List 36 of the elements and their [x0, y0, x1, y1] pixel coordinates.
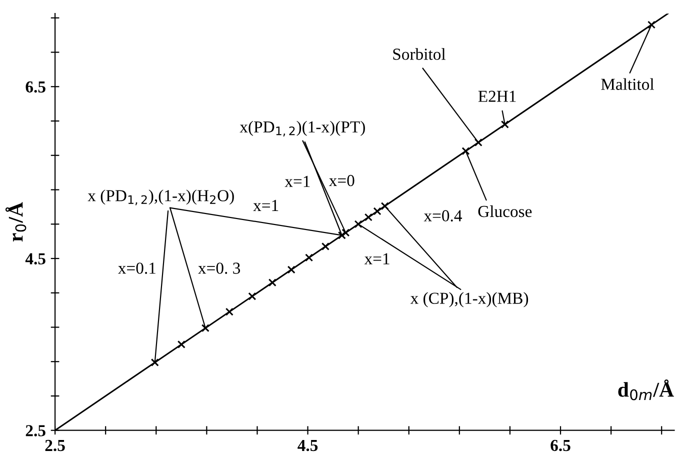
- annotation: x=1: [253, 200, 278, 211]
- y-tick-label: 4.5: [25, 253, 46, 265]
- y-axis-title: r$_{0}$/Å: [5, 202, 26, 242]
- x-axis-title: d$_{0m}$/Å: [618, 379, 674, 400]
- annotation: x=1: [364, 253, 390, 264]
- point: [500, 120, 509, 128]
- point: [248, 292, 256, 300]
- point: [474, 138, 482, 147]
- point: [201, 324, 210, 332]
- y-tick-label: 2.5: [26, 425, 46, 436]
- annotation: x=0. 3: [198, 262, 240, 274]
- point: [364, 213, 372, 222]
- point: [225, 308, 234, 316]
- y-tick-label: 6.5: [26, 81, 46, 93]
- annotation: x(PD$_{1,2}$)(1-x)(PT): [240, 120, 365, 136]
- annotation: x=0: [329, 174, 354, 186]
- point: [321, 242, 330, 250]
- point: [287, 266, 296, 274]
- x-tick-label: 2.5: [45, 440, 65, 452]
- annotation: x=0.1: [118, 262, 156, 274]
- annotation: x=0.4: [424, 210, 462, 222]
- point: [338, 231, 346, 240]
- point: [305, 254, 314, 262]
- annotation: Sorbitol: [393, 48, 446, 60]
- annotation: Glucose: [478, 205, 532, 218]
- x-tick-label: 4.5: [298, 440, 318, 452]
- annotation: x (CP),(1-x)(MB): [410, 292, 528, 308]
- annotation: x=1: [284, 176, 310, 187]
- point: [177, 340, 186, 348]
- x-tick-label: 6.5: [550, 440, 570, 452]
- annotation: E2H1: [478, 90, 516, 102]
- annotation: Maltitol: [601, 78, 654, 90]
- annotation: x (PD$_{1,2}$),(1-x)(H$_{2}$O): [88, 190, 234, 206]
- point: [268, 278, 276, 287]
- point: [150, 358, 159, 366]
- point: [373, 207, 382, 216]
